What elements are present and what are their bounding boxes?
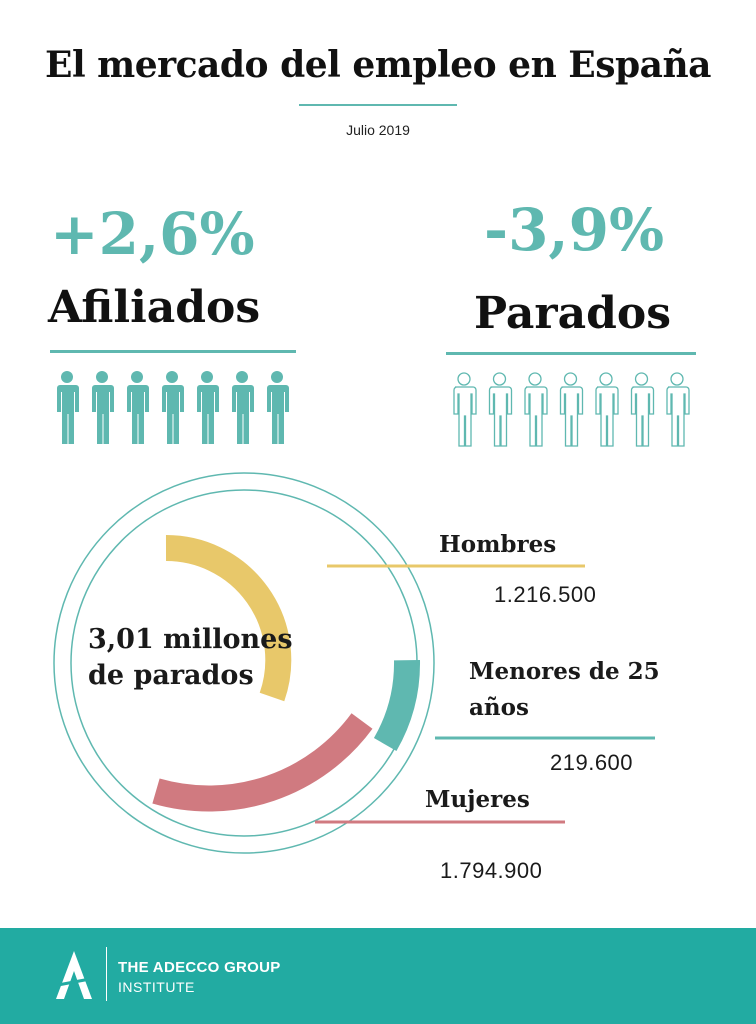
person-filled-icon xyxy=(57,371,79,444)
outer-ring xyxy=(53,472,435,854)
afiliados-rule xyxy=(50,350,296,353)
afiliados-label: Afiliados xyxy=(48,282,261,333)
person-filled-icon xyxy=(127,371,149,444)
parados-people-icons xyxy=(453,372,690,447)
menores-value: 219.600 xyxy=(550,750,634,775)
person-outline-icon xyxy=(453,372,477,447)
hombres-value: 1.216.500 xyxy=(494,582,597,607)
person-filled-icon xyxy=(162,371,184,444)
person-filled-icon xyxy=(197,371,219,444)
date-label: Julio 2019 xyxy=(346,122,410,138)
hombres-label: Hombres xyxy=(439,531,557,558)
person-filled-icon xyxy=(267,371,289,444)
person-outline-icon xyxy=(595,372,619,447)
brand-name: THE ADECCO GROUP xyxy=(118,959,281,976)
mujeres-label: Mujeres xyxy=(425,786,530,813)
person-outline-icon xyxy=(559,372,584,447)
title-divider xyxy=(299,104,457,106)
afiliados-change: +2,6% xyxy=(50,200,255,268)
parados-donut-chart xyxy=(53,472,655,854)
logo-divider xyxy=(106,947,107,1001)
mujeres-value: 1.794.900 xyxy=(440,858,543,883)
parados-label: Parados xyxy=(474,288,671,339)
menores-label: Menores de 25 años xyxy=(469,658,660,721)
footer-bar xyxy=(0,928,756,1024)
person-outline-icon xyxy=(666,372,690,447)
donut-center-label: 3,01 millones de parados xyxy=(88,624,293,691)
person-filled-icon xyxy=(92,371,114,444)
afiliados-people-icons xyxy=(57,371,289,444)
segment-hombres xyxy=(165,534,292,702)
adecco-a-logo-icon xyxy=(56,951,92,999)
segment-mujeres xyxy=(152,713,373,812)
person-outline-icon xyxy=(488,372,513,447)
brand-subtitle: INSTITUTE xyxy=(118,979,195,995)
parados-rule xyxy=(446,352,696,355)
person-outline-icon xyxy=(630,372,655,447)
parados-change: -3,9% xyxy=(484,196,665,264)
person-filled-icon xyxy=(232,371,254,444)
segment-menores xyxy=(373,659,421,751)
person-outline-icon xyxy=(524,372,548,447)
page-title: El mercado del empleo en España xyxy=(45,44,711,86)
